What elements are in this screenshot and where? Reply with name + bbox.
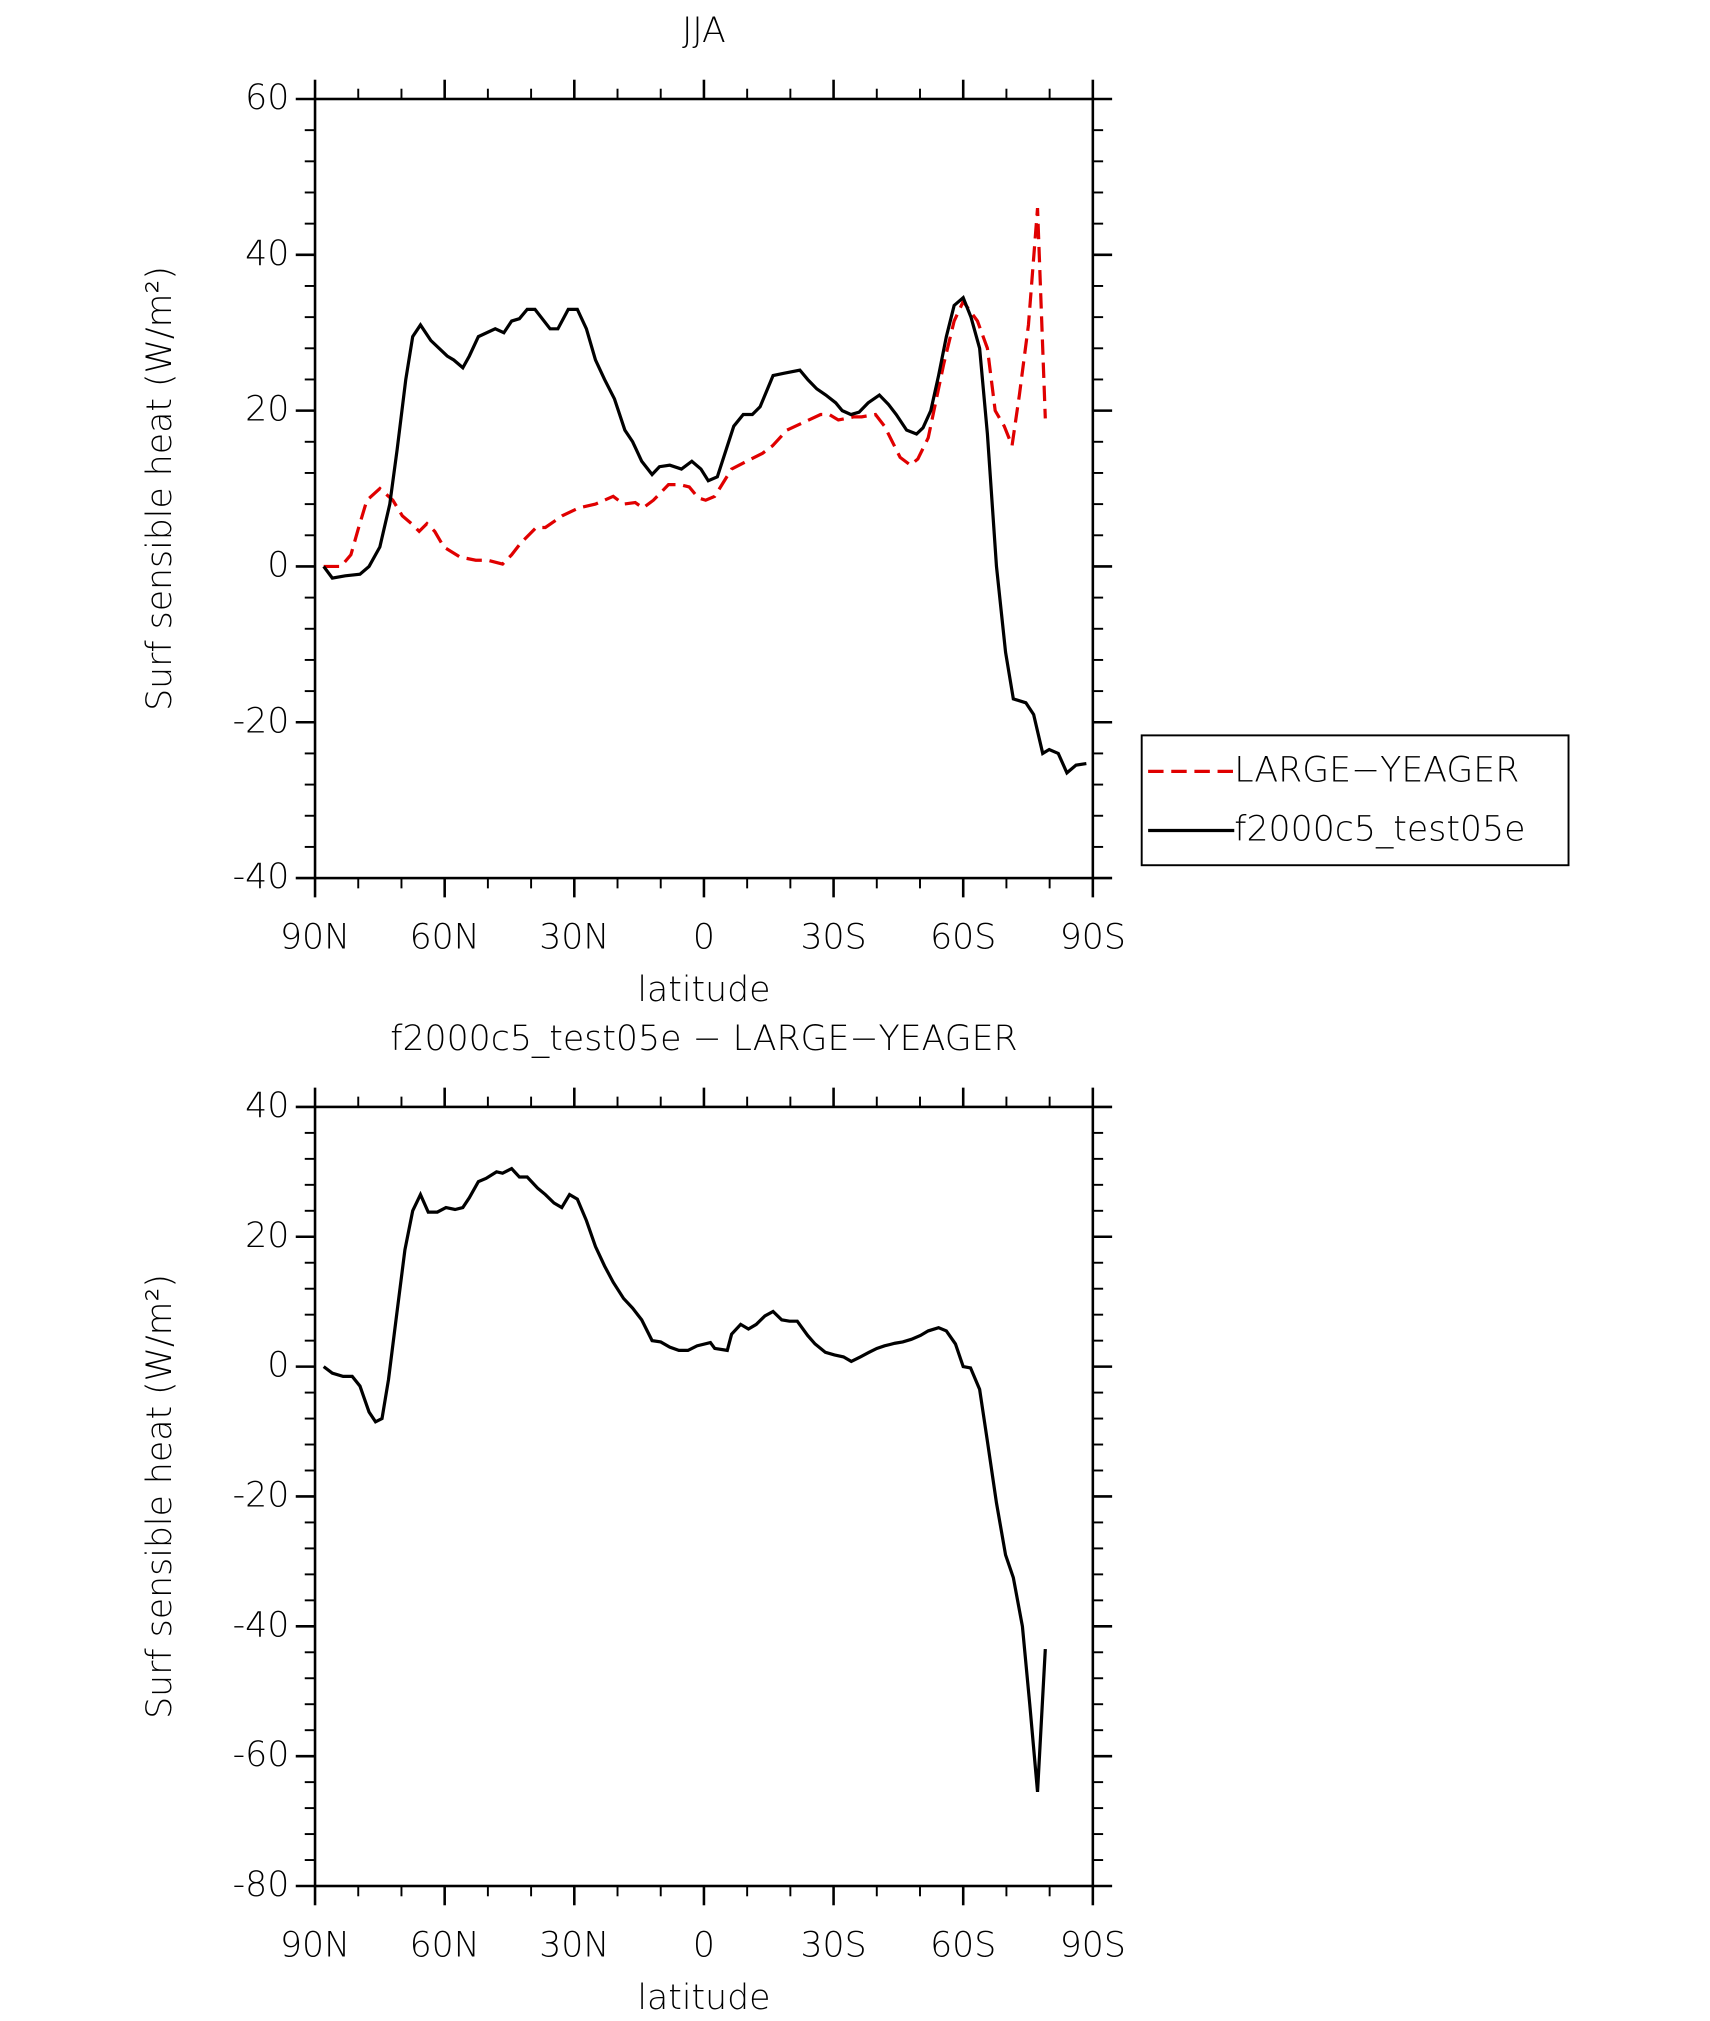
y-tick-label: 40 xyxy=(245,234,289,274)
plot-frame xyxy=(313,97,1095,880)
y-tick-label: 20 xyxy=(245,1216,289,1256)
y-tick-label: -40 xyxy=(233,1605,290,1645)
y-tick-label: -80 xyxy=(233,1865,290,1905)
x-tick-label: 90S xyxy=(1060,918,1126,958)
y-tick-label: -60 xyxy=(233,1735,290,1775)
legend-label: LARGE−YEAGER xyxy=(1234,750,1519,790)
y-tick-label: 40 xyxy=(245,1086,289,1126)
x-tick-label: 0 xyxy=(693,1925,715,1965)
x-tick-label: 30S xyxy=(800,1925,866,1965)
y-tick-label: -40 xyxy=(233,857,290,897)
legend-label: f2000c5_test05e xyxy=(1234,810,1525,850)
x-axis-label: latitude xyxy=(637,970,770,1010)
data-line xyxy=(322,294,1087,776)
x-tick-label: 90N xyxy=(280,1925,350,1965)
y-tick-label: -20 xyxy=(233,701,290,741)
chart-title: f2000c5_test05e − LARGE−YEAGER xyxy=(390,1019,1017,1059)
x-tick-label: 60N xyxy=(410,1925,480,1965)
y-axis-label: Surf sensible heat (W/m²) xyxy=(140,1274,180,1719)
y-tick-label: -20 xyxy=(233,1475,290,1515)
y-tick-label: 0 xyxy=(267,1346,289,1386)
data-line xyxy=(323,207,1047,569)
x-tick-label: 60N xyxy=(410,918,480,958)
x-tick-label: 30N xyxy=(539,1925,609,1965)
x-tick-label: 30S xyxy=(800,918,866,958)
x-tick-label: 0 xyxy=(693,918,715,958)
y-axis-label: Surf sensible heat (W/m²) xyxy=(140,266,180,711)
y-tick-label: 0 xyxy=(267,545,289,585)
x-tick-label: 90N xyxy=(280,918,350,958)
plot-frame xyxy=(313,1105,1095,1888)
x-tick-label: 90S xyxy=(1060,1925,1126,1965)
x-axis-label: latitude xyxy=(637,1978,770,2018)
y-tick-label: 60 xyxy=(245,78,289,118)
x-tick-label: 60S xyxy=(930,1925,996,1965)
chart-title: JJA xyxy=(682,11,726,51)
x-tick-label: 60S xyxy=(930,918,996,958)
data-line xyxy=(322,1166,1047,1793)
x-tick-label: 30N xyxy=(539,918,609,958)
y-tick-label: 20 xyxy=(245,390,289,430)
legend-box xyxy=(1140,734,1570,867)
